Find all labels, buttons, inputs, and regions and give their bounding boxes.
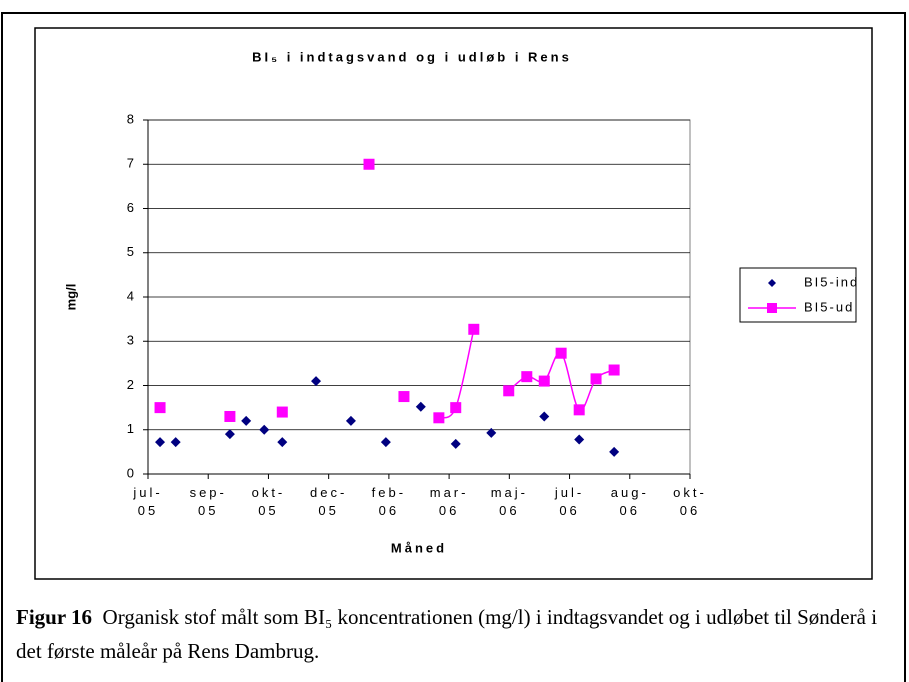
- x-tick-label: sep-05: [189, 485, 227, 518]
- y-tick-label: 1: [127, 421, 134, 436]
- x-tick-label: dec-05: [310, 485, 348, 518]
- legend-label: BI5-ind: [804, 274, 859, 289]
- point: [170, 437, 181, 448]
- point: [155, 437, 166, 448]
- x-tick-label: feb-06: [371, 485, 407, 518]
- point: [433, 412, 445, 424]
- point: [555, 347, 567, 359]
- point: [486, 427, 497, 438]
- x-tick-label-box: aug-06: [610, 485, 649, 518]
- y-tick-label: 3: [127, 333, 134, 348]
- point: [503, 385, 515, 397]
- point: [224, 410, 236, 422]
- x-tick-label: aug-06: [610, 485, 649, 518]
- point: [590, 373, 602, 385]
- x-tick-label-box: jul-06: [554, 485, 585, 518]
- x-tick-label-box: feb-06: [371, 485, 407, 518]
- x-tick-label-box: okt-06: [673, 485, 707, 518]
- caption-text: Organisk stof målt som BI₅ koncentration…: [16, 605, 878, 663]
- point: [450, 402, 462, 414]
- point: [538, 375, 550, 387]
- x-tick-label-box: mar-06: [429, 485, 469, 518]
- point: [241, 415, 252, 426]
- y-tick-label: 0: [127, 465, 134, 480]
- point: [311, 376, 322, 387]
- point: [574, 434, 585, 445]
- x-tick-label: jul-05: [133, 485, 163, 518]
- figure-frame: [1, 12, 906, 682]
- y-tick-label: 8: [127, 111, 134, 126]
- point: [450, 438, 461, 449]
- point: [277, 437, 288, 448]
- point: [539, 411, 550, 422]
- legend-label: BI5-ud: [804, 299, 854, 314]
- point: [276, 406, 288, 418]
- x-tick-label: okt-06: [673, 485, 707, 518]
- x-tick-label: jul-06: [554, 485, 585, 518]
- caption-label: Figur 16: [16, 605, 93, 629]
- point: [380, 437, 391, 448]
- point: [609, 446, 620, 457]
- y-tick-label: 4: [127, 288, 134, 303]
- point: [259, 424, 270, 435]
- x-tick-label-box: okt-05: [251, 485, 286, 518]
- x-tick-label: maj-06: [490, 485, 528, 518]
- point: [573, 404, 585, 416]
- point: [345, 415, 356, 426]
- x-axis-label: Måned: [391, 540, 447, 555]
- point: [521, 371, 533, 383]
- y-tick-label: 7: [127, 156, 134, 171]
- caption: Figur 16 Organisk stof målt som BI₅ konc…: [16, 600, 896, 668]
- x-tick-label-box: jul-05: [133, 485, 163, 518]
- legend-marker: [767, 303, 777, 313]
- chart: BI₅ i indtagsvand og i udløb i Rens mg/l…: [34, 27, 873, 580]
- point: [608, 364, 620, 376]
- point: [415, 401, 426, 412]
- x-tick-label: mar-06: [429, 485, 469, 518]
- point: [154, 402, 166, 414]
- y-tick-label: 5: [127, 244, 134, 259]
- point: [224, 429, 235, 440]
- point: [363, 158, 375, 170]
- x-tick-label-box: sep-05: [189, 485, 227, 518]
- point: [398, 391, 410, 403]
- y-tick-label: 2: [127, 377, 134, 392]
- point: [468, 323, 480, 335]
- legend-marker: [768, 279, 776, 287]
- y-axis-label: mg/l: [63, 284, 78, 311]
- x-tick-label-box: maj-06: [490, 485, 528, 518]
- x-tick-label: okt-05: [251, 485, 286, 518]
- x-tick-label-box: dec-05: [310, 485, 348, 518]
- y-tick-label: 6: [127, 200, 134, 215]
- legend-box: [739, 267, 857, 323]
- chart-title: BI₅ i indtagsvand og i udløb i Rens: [252, 49, 572, 64]
